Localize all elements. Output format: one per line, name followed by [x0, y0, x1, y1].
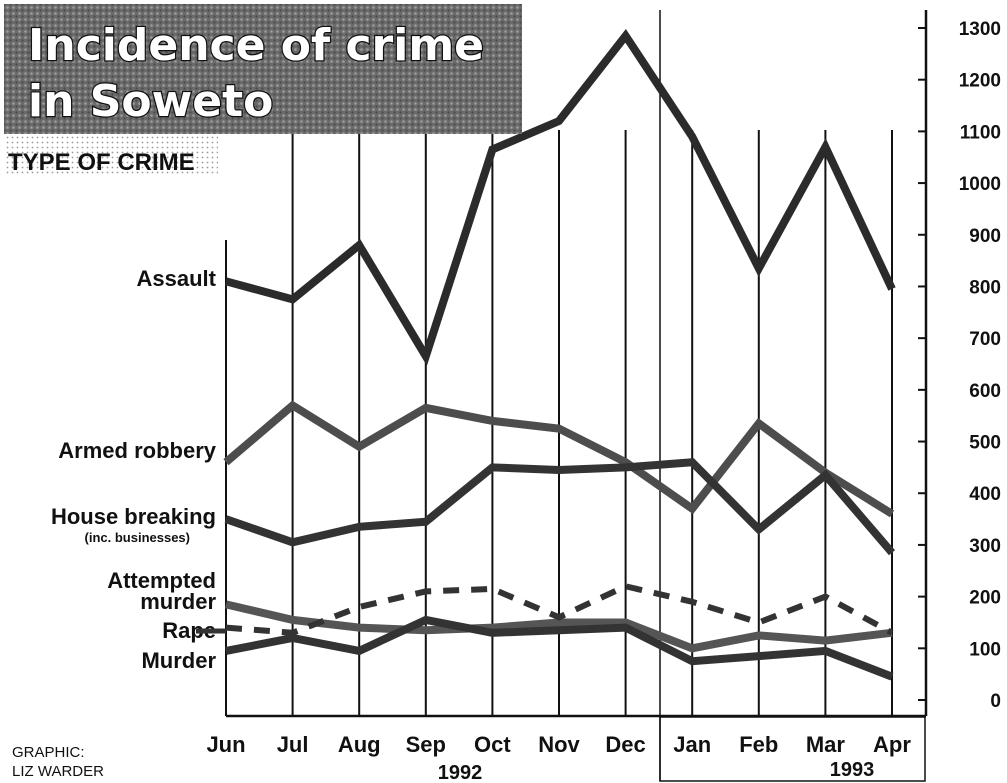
y-tick-label: 300 [969, 536, 1001, 557]
x-tick-label-apr: Apr [873, 732, 911, 757]
series-label-house-breaking: House breaking [51, 504, 216, 529]
series-line-attempted-murder [225, 600, 893, 653]
series-lines [223, 28, 896, 681]
y-tick-label: 1000 [959, 174, 1001, 195]
series-label-murder: Murder [141, 648, 216, 673]
series-labels: Assault Armed robbery House breaking(inc. … [51, 266, 226, 673]
x-tick-label-nov: Nov [538, 732, 580, 757]
y-tick-label: 600 [969, 381, 1001, 402]
year-label-1993: 1993 [830, 759, 875, 781]
series-label-attempted-murder: murder [140, 589, 216, 614]
x-tick-label-jan: Jan [673, 732, 711, 757]
y-tick-label: 400 [969, 484, 1001, 505]
x-tick-label-sep: Sep [406, 732, 446, 757]
y-tick-label: 200 [969, 588, 1001, 609]
legend-title: TYPE OF CRIME [8, 149, 195, 176]
x-tick-label-dec: Dec [605, 732, 645, 757]
y-tick-label: 1200 [959, 71, 1001, 92]
x-axis: Jun Jul Aug Sep Oct Nov Dec Jan Feb Mar Apr 1992 199… [206, 714, 926, 783]
credit-line-1: GRAPHIC: [12, 744, 85, 761]
series-label-assault: Assault [137, 266, 217, 291]
y-tick-label: 100 [969, 639, 1001, 660]
legend-title-background [4, 134, 218, 176]
y-tick-label: 1100 [960, 122, 1001, 143]
y-tick-label: 700 [969, 329, 1001, 350]
x-tick-label-aug: Aug [338, 732, 381, 757]
x-tick-label-mar: Mar [806, 732, 846, 757]
series-label-attempted-murder: Attempted [107, 568, 216, 593]
x-tick-label-oct: Oct [474, 732, 511, 757]
y-tick-label: 900 [969, 226, 1001, 247]
x-tick-label-jun: Jun [206, 732, 245, 757]
y-axis: 1300120011001000900800700600500400300200… [918, 10, 1001, 716]
series-line-murder [225, 615, 894, 681]
chart-title-line-2: in Soweto [28, 76, 273, 127]
x-tick-label-feb: Feb [739, 732, 778, 757]
x-tick-label-jul: Jul [277, 732, 309, 757]
series-line-assault [224, 28, 896, 366]
series-line-armed-robbery [223, 400, 895, 518]
series-sublabel: (inc. businesses) [85, 530, 190, 545]
y-tick-label: 1300 [959, 19, 1001, 40]
chart-title-line-1: Incidence of crime [28, 20, 484, 71]
series-line-house-breaking [224, 458, 896, 556]
credit-line-2: LIZ WARDER [12, 763, 104, 780]
y-tick-label: 0 [990, 691, 1001, 712]
title-background [4, 4, 522, 134]
y-tick-label: 500 [969, 433, 1001, 454]
series-label-armed-robbery: Armed robbery [58, 438, 216, 463]
y-tick-label: 800 [969, 277, 1001, 298]
year-label-1992: 1992 [438, 762, 483, 783]
